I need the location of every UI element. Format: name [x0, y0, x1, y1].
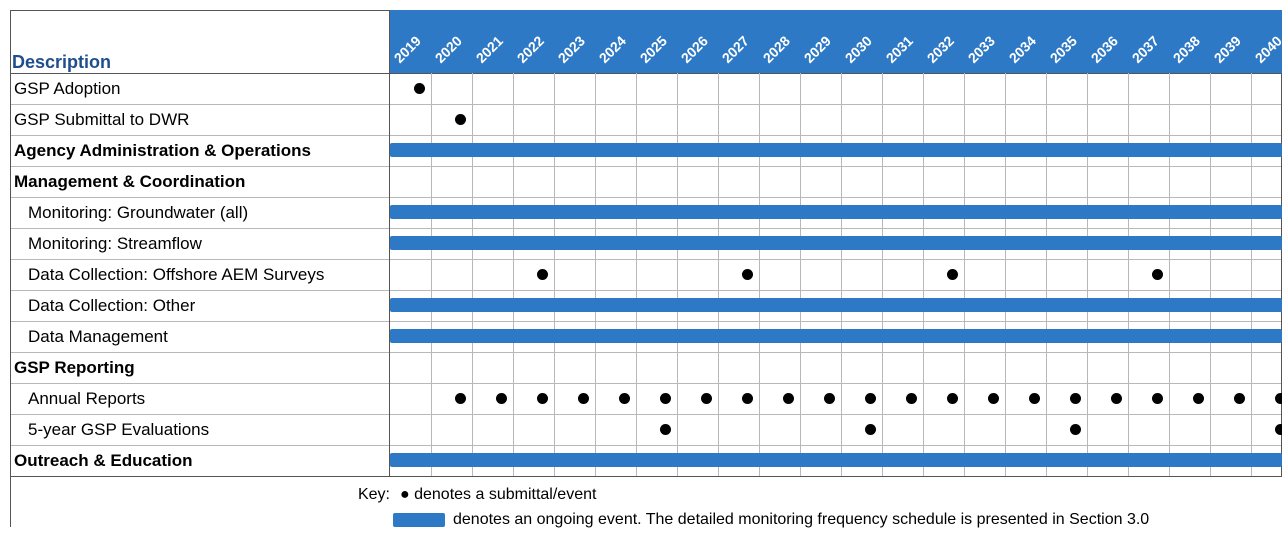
- year-column-divider: [718, 73, 719, 476]
- event-dot-2033: [988, 393, 999, 404]
- row-label: Agency Administration & Operations: [14, 140, 311, 160]
- ongoing-bar: [390, 236, 1282, 250]
- event-dot-2024: [619, 393, 630, 404]
- key-label: Key:: [357, 486, 390, 503]
- year-column-divider: [1169, 73, 1170, 476]
- event-dot-2040: [1275, 424, 1282, 435]
- row-label: 5-year GSP Evaluations: [28, 419, 210, 439]
- event-dot-2029: [824, 393, 835, 404]
- year-column-divider: [1128, 73, 1129, 476]
- row-divider: [10, 476, 1282, 477]
- event-dot-2034: [1029, 393, 1040, 404]
- row-divider: [10, 445, 1282, 446]
- event-dot-2039: [1234, 393, 1245, 404]
- row-label: GSP Reporting: [14, 357, 135, 377]
- row-label: Monitoring: Streamflow: [28, 233, 202, 253]
- event-dot-2028: [783, 393, 794, 404]
- row-divider: [10, 321, 1282, 322]
- year-column-divider: [431, 73, 432, 476]
- ongoing-bar: [390, 205, 1282, 219]
- event-dot-2025: [660, 424, 671, 435]
- event-dot-2023: [578, 393, 589, 404]
- event-dot-2021: [496, 393, 507, 404]
- row-divider: [10, 414, 1282, 415]
- event-dot-2027: [742, 269, 753, 280]
- event-dot-2037: [1152, 393, 1163, 404]
- year-column-divider: [1087, 73, 1088, 476]
- event-dot-2019: [414, 83, 425, 94]
- event-dot-2032: [947, 269, 958, 280]
- row-divider: [10, 352, 1282, 353]
- description-header: Description: [12, 52, 112, 72]
- event-dot-2040: [1275, 393, 1282, 404]
- row-divider: [10, 73, 1282, 74]
- row-label: GSP Adoption: [14, 78, 121, 98]
- year-column-divider: [513, 73, 514, 476]
- description-separator: [389, 10, 390, 476]
- event-dot-2035: [1070, 424, 1081, 435]
- event-dot-2020: [455, 393, 466, 404]
- outer-left-border: [10, 10, 11, 527]
- ongoing-bar: [390, 453, 1282, 467]
- row-label: GSP Submittal to DWR: [14, 109, 190, 129]
- event-dot-2026: [701, 393, 712, 404]
- row-label: Annual Reports: [28, 388, 146, 408]
- event-dot-2036: [1111, 393, 1122, 404]
- year-column-divider: [595, 73, 596, 476]
- year-column-divider: [923, 73, 924, 476]
- row-divider: [10, 259, 1282, 260]
- event-dot-2037: [1152, 269, 1163, 280]
- row-label: Data Collection: Offshore AEM Surveys: [28, 264, 325, 284]
- year-column-divider: [472, 73, 473, 476]
- row-divider: [10, 197, 1282, 198]
- event-dot-2032: [947, 393, 958, 404]
- year-column-divider: [1210, 73, 1211, 476]
- event-dot-2031: [906, 393, 917, 404]
- row-label: Management & Coordination: [14, 171, 246, 191]
- row-divider: [10, 383, 1282, 384]
- year-column-divider: [759, 73, 760, 476]
- year-column-divider: [1046, 73, 1047, 476]
- row-label: Data Management: [28, 326, 168, 346]
- event-dot-2030: [865, 393, 876, 404]
- year-column-divider: [677, 73, 678, 476]
- event-dot-2027: [742, 393, 753, 404]
- row-divider: [10, 135, 1282, 136]
- row-label: Monitoring: Groundwater (all): [28, 202, 249, 222]
- row-divider: [10, 228, 1282, 229]
- year-column-divider: [841, 73, 842, 476]
- year-column-divider: [1005, 73, 1006, 476]
- ongoing-bar: [390, 298, 1282, 312]
- year-column-divider: [554, 73, 555, 476]
- ongoing-bar: [390, 329, 1282, 343]
- event-dot-2022: [537, 393, 548, 404]
- key-ongoing-text: denotes an ongoing event. The detailed m…: [453, 511, 1150, 528]
- row-label: Outreach & Education: [14, 450, 193, 470]
- row-divider: [10, 290, 1282, 291]
- row-label: Data Collection: Other: [28, 295, 196, 315]
- year-column-divider: [636, 73, 637, 476]
- key-ongoing-swatch: [393, 513, 445, 527]
- event-dot-2038: [1193, 393, 1204, 404]
- event-dot-2035: [1070, 393, 1081, 404]
- row-divider: [10, 166, 1282, 167]
- year-header-band: [390, 10, 1282, 73]
- event-dot-2030: [865, 424, 876, 435]
- event-dot-2022: [537, 269, 548, 280]
- year-column-divider: [964, 73, 965, 476]
- year-column-divider: [882, 73, 883, 476]
- key-event-text: ● denotes a submittal/event: [400, 486, 597, 503]
- year-column-divider: [1251, 73, 1252, 476]
- ongoing-bar: [390, 143, 1282, 157]
- event-dot-2025: [660, 393, 671, 404]
- row-divider: [10, 104, 1282, 105]
- event-dot-2020: [455, 114, 466, 125]
- year-column-divider: [800, 73, 801, 476]
- top-border: [10, 10, 390, 11]
